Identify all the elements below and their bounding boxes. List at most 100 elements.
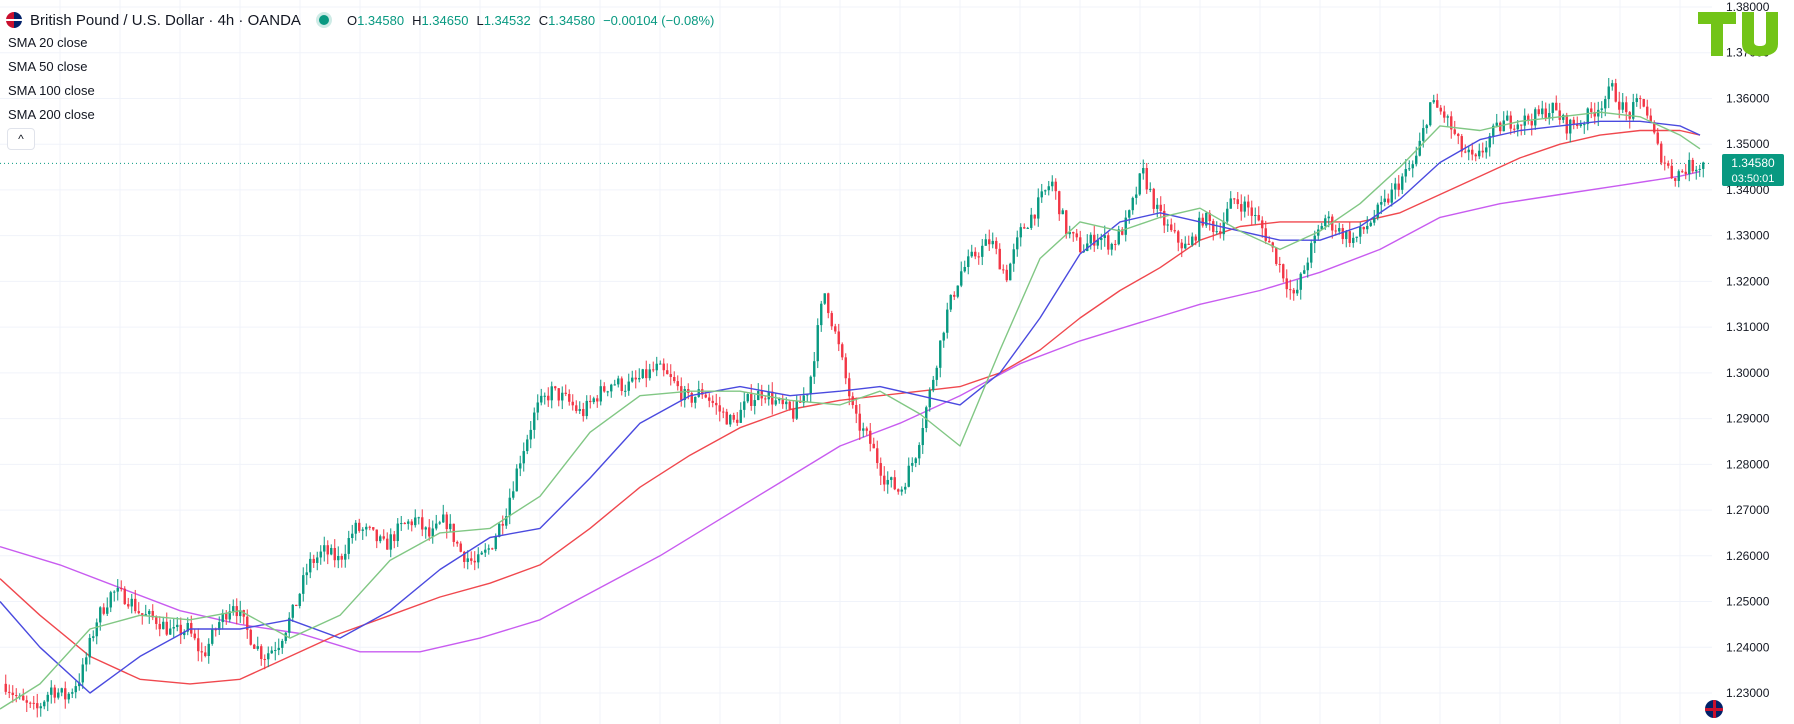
candle-bearish bbox=[1572, 116, 1575, 130]
candle-bullish bbox=[991, 232, 994, 249]
indicator-params: 20 close bbox=[39, 35, 88, 50]
price-axis[interactable]: 1.380001.370001.360001.350001.340001.330… bbox=[1726, 0, 1770, 700]
candle-bearish bbox=[620, 376, 623, 396]
candle-bearish bbox=[844, 353, 847, 385]
candle-bearish bbox=[428, 519, 431, 541]
candle-bearish bbox=[1180, 238, 1183, 258]
indicator-params: 50 close bbox=[39, 59, 88, 74]
indicator-sma-200[interactable]: SMA 200 close bbox=[8, 107, 95, 122]
candle-bearish bbox=[1163, 204, 1166, 234]
candle-bearish bbox=[1670, 159, 1673, 180]
indicator-name: SMA bbox=[8, 83, 36, 98]
candle-bullish bbox=[1418, 132, 1421, 157]
candle-bullish bbox=[515, 464, 518, 492]
candle-bullish bbox=[267, 646, 270, 668]
candle-bullish bbox=[928, 387, 931, 412]
candle-bullish bbox=[50, 680, 53, 704]
candle-bullish bbox=[330, 544, 333, 556]
candle-bullish bbox=[1702, 161, 1705, 178]
candle-bullish bbox=[162, 616, 165, 630]
candle-bearish bbox=[421, 509, 424, 537]
candle-bearish bbox=[1565, 112, 1568, 140]
candle-bullish bbox=[1345, 229, 1348, 248]
candle-bullish bbox=[1303, 265, 1306, 275]
indicator-sma-20[interactable]: SMA 20 close bbox=[8, 35, 88, 50]
ohlc-values: O1.34580 H1.34650 L1.34532 C1.34580 −0.0… bbox=[347, 13, 714, 28]
candle-bullish bbox=[176, 617, 179, 632]
candle-bearish bbox=[452, 523, 455, 547]
candle-bearish bbox=[830, 310, 833, 330]
candle-bullish bbox=[81, 658, 84, 689]
candle-bearish bbox=[732, 412, 735, 423]
candle-bullish bbox=[498, 522, 501, 538]
symbol-title[interactable]: British Pound / U.S. Dollar · 4h · OANDA bbox=[30, 11, 301, 29]
candle-bearish bbox=[1436, 93, 1439, 108]
candle-bearish bbox=[393, 530, 396, 549]
candle-bullish bbox=[1369, 220, 1372, 227]
candle-bearish bbox=[340, 553, 343, 568]
candle-bullish bbox=[449, 514, 452, 532]
candle-bullish bbox=[1635, 93, 1638, 107]
collapse-legend-button[interactable]: ^ bbox=[7, 128, 35, 150]
candle-bullish bbox=[638, 368, 641, 383]
candle-bearish bbox=[249, 628, 252, 646]
candle-bearish bbox=[557, 388, 560, 407]
candle-bullish bbox=[298, 592, 301, 609]
candle-bearish bbox=[333, 539, 336, 568]
candle-bearish bbox=[1684, 164, 1687, 180]
candle-bullish bbox=[39, 702, 42, 717]
candle-bullish bbox=[984, 233, 987, 246]
candle-bullish bbox=[144, 604, 147, 616]
flag-icon[interactable] bbox=[1705, 700, 1723, 718]
low-value: 1.34532 bbox=[483, 12, 531, 28]
indicator-sma-100[interactable]: SMA 100 close bbox=[8, 83, 95, 98]
candle-bearish bbox=[1275, 247, 1278, 266]
indicator-sma-50[interactable]: SMA 50 close bbox=[8, 59, 88, 74]
candle-bearish bbox=[372, 527, 375, 531]
candle-bearish bbox=[102, 603, 105, 616]
candle-bullish bbox=[1226, 201, 1229, 225]
candle-bullish bbox=[578, 401, 581, 414]
candle-bullish bbox=[232, 599, 235, 616]
indicator-name: SMA bbox=[8, 35, 36, 50]
candle-bearish bbox=[1443, 105, 1446, 123]
candle-bearish bbox=[36, 693, 39, 718]
candle-bearish bbox=[1646, 99, 1649, 119]
candle-bearish bbox=[403, 522, 406, 525]
candle-bearish bbox=[1663, 155, 1666, 171]
candle-bearish bbox=[326, 540, 329, 565]
candle-bullish bbox=[1191, 232, 1194, 247]
candle-bullish bbox=[1103, 225, 1106, 247]
candle-bearish bbox=[445, 511, 448, 539]
candle-bearish bbox=[204, 645, 207, 658]
candle-bullish bbox=[911, 457, 914, 473]
candle-bearish bbox=[123, 586, 126, 605]
candle-bullish bbox=[1198, 211, 1201, 247]
candle-bearish bbox=[165, 612, 168, 636]
candle-bullish bbox=[78, 673, 81, 691]
low-label: L bbox=[476, 12, 484, 28]
candle-bearish bbox=[837, 323, 840, 352]
candle-bullish bbox=[1390, 183, 1393, 207]
candle-bullish bbox=[1040, 183, 1043, 203]
candle-bullish bbox=[88, 633, 91, 665]
candle-bullish bbox=[1695, 165, 1698, 180]
candle-bullish bbox=[1562, 113, 1565, 124]
candle-bearish bbox=[1527, 113, 1530, 125]
candle-bearish bbox=[792, 400, 795, 423]
candle-bearish bbox=[1219, 222, 1222, 239]
candle-bullish bbox=[1432, 94, 1435, 104]
candle-bearish bbox=[1362, 226, 1365, 234]
candle-bearish bbox=[1614, 78, 1617, 103]
candle-bullish bbox=[169, 619, 172, 635]
candle-bullish bbox=[935, 365, 938, 387]
candle-bearish bbox=[197, 628, 200, 662]
candle-bearish bbox=[1033, 214, 1036, 226]
candle-bullish bbox=[221, 609, 224, 630]
candle-bullish bbox=[351, 524, 354, 544]
candle-bearish bbox=[722, 407, 725, 419]
candle-bearish bbox=[11, 685, 14, 703]
candle-bullish bbox=[606, 390, 609, 397]
candle-bearish bbox=[151, 604, 154, 621]
